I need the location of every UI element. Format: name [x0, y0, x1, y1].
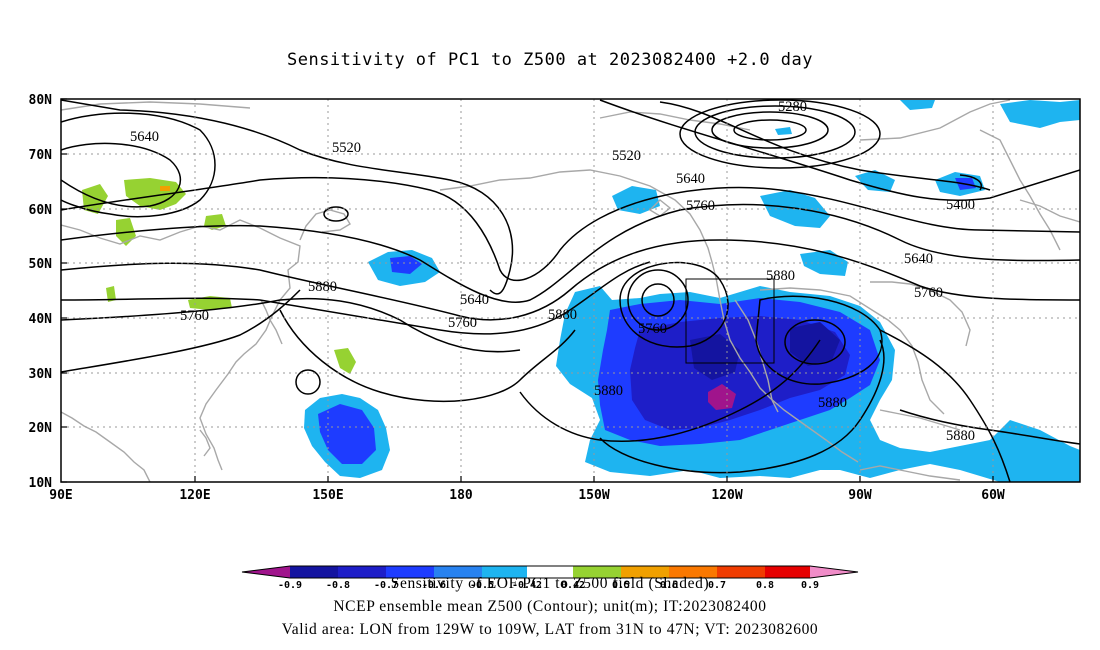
colorbar-bin	[573, 566, 621, 578]
shade-blue-60n-c	[855, 170, 895, 192]
lat-label: 70N	[29, 148, 53, 163]
lat-label: 40N	[29, 312, 53, 327]
caption-contour: NCEP ensemble mean Z500 (Contour); unit(…	[333, 598, 767, 615]
caption-valid-area: Valid area: LON from 129W to 109W, LAT f…	[281, 621, 819, 638]
contour-label: 5880	[548, 307, 577, 323]
lat-label: 60N	[29, 203, 53, 218]
lon-label: 120E	[179, 488, 210, 503]
contour-label: 5280	[778, 99, 807, 115]
colorbar-tick: 0.7	[708, 580, 726, 591]
lon-label: 60W	[981, 488, 1005, 503]
colorbar-lower-triangle	[242, 566, 290, 578]
colorbar-bin	[669, 566, 717, 578]
contour-label: 5880	[946, 428, 975, 444]
lon-label: 120W	[711, 488, 742, 503]
lat-label: 30N	[29, 367, 53, 382]
lat-labels: 80N 70N 60N 50N 40N 30N 20N 10N	[29, 93, 53, 491]
colorbar-bin	[338, 566, 386, 578]
contour-label: 5880	[308, 279, 337, 295]
map-title: Sensitivity of PC1 to Z500 at 2023082400…	[286, 50, 813, 70]
contour-label: 5400	[946, 197, 975, 213]
colorbar-tick: 0.6	[660, 580, 678, 591]
contour-label: 5640	[676, 171, 705, 187]
contour-label: 5640	[904, 251, 933, 267]
contour-label: 5760	[448, 315, 477, 331]
shade-magenta	[708, 384, 736, 410]
colorbar-bin	[621, 566, 669, 578]
contour-label: 5640	[130, 129, 159, 145]
shade-green-7	[334, 348, 356, 374]
caption-shaded: Sensitivity of EOF PC1 to Z500 field (Sh…	[390, 575, 710, 592]
z500-contours	[61, 99, 1080, 482]
colorbar-bin	[434, 566, 482, 578]
colorbar-upper-triangle	[810, 566, 858, 578]
colorbar-tick: 0.8	[756, 580, 774, 591]
contour-labels: 5280 5520 5640 5640 5400 5520 5640 5760 …	[130, 99, 975, 444]
colorbar-tick: -0.42	[512, 580, 542, 591]
contour-label: 5760	[638, 321, 667, 337]
shade-blue-topright	[1000, 100, 1080, 128]
colorbar-bin	[290, 566, 338, 578]
shade-navy-2	[790, 322, 840, 366]
contour-label: 5520	[612, 148, 641, 164]
lon-label: 90E	[49, 488, 72, 503]
lon-label: 150E	[312, 488, 343, 503]
colorbar-bin	[482, 566, 527, 578]
shade-blue-small	[775, 127, 792, 135]
contour-label: 5880	[818, 395, 847, 411]
grid-lines	[61, 99, 1080, 482]
colorbar-bin	[386, 566, 434, 578]
lon-label: 180	[449, 488, 473, 503]
contour-label: 5880	[594, 383, 623, 399]
shade-blue-50n-core	[390, 256, 422, 274]
lon-labels: 90E 120E 150E 180 150W 120W 90W 60W	[49, 488, 1005, 503]
contour-label: 5880	[766, 268, 795, 284]
colorbar-tick: -0.8	[326, 580, 350, 591]
shade-blue-topright-2	[900, 100, 935, 110]
shade-orange-dot	[160, 186, 170, 191]
contour-label: 5760	[914, 285, 943, 301]
lat-label: 20N	[29, 421, 53, 436]
shade-green-5	[188, 296, 232, 310]
coastlines	[61, 99, 1080, 482]
colorbar-bin	[765, 566, 810, 578]
lon-label: 90W	[848, 488, 872, 503]
lon-label: 150W	[578, 488, 609, 503]
shade-wpac-core	[318, 404, 376, 464]
colorbar-tick: -0.7	[374, 580, 398, 591]
colorbar-tick: 0.9	[801, 580, 819, 591]
colorbar-tick: 0.42	[561, 580, 585, 591]
valid-area-box	[685, 278, 775, 364]
colorbar-bin	[527, 566, 573, 578]
colorbar-tick: -0.9	[278, 580, 302, 591]
contour-label: 5760	[180, 308, 209, 324]
contour-label: 5640	[460, 292, 489, 308]
contour-label: 5520	[332, 140, 361, 156]
shade-green-1	[124, 178, 186, 210]
contour-label: 5760	[686, 198, 715, 214]
lat-label: 80N	[29, 93, 53, 108]
axis-ticks	[61, 98, 994, 483]
lat-label: 50N	[29, 257, 53, 272]
shade-green-6	[106, 286, 116, 302]
map-frame	[60, 98, 1081, 483]
lat-label: 10N	[29, 476, 53, 491]
colorbar-tick: 0.5	[612, 580, 630, 591]
colorbar-bin	[717, 566, 765, 578]
colorbar: -0.9 -0.8 -0.7 -0.6 -0.5 -0.42 0.42 0.5 …	[241, 565, 859, 591]
colorbar-tick: -0.5	[470, 580, 494, 591]
colorbar-tick: -0.6	[422, 580, 446, 591]
